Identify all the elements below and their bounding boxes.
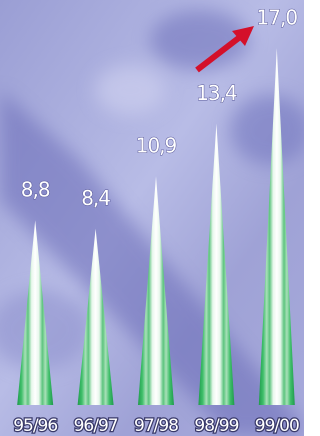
value-label: 8,8 bbox=[21, 178, 50, 202]
value-label: 13,4 bbox=[196, 81, 237, 105]
x-tick-label: 99/00 bbox=[255, 416, 299, 436]
value-label: 8,4 bbox=[81, 186, 110, 210]
chart: 8,8 95/96 8,4 96/97 10,9 97/98 13,4 98/99 17,0 99… bbox=[0, 0, 304, 436]
value-label: 10,9 bbox=[136, 134, 177, 158]
x-tick-label: 96/97 bbox=[74, 416, 118, 436]
x-tick-label: 97/98 bbox=[134, 416, 178, 436]
x-tick-label: 98/99 bbox=[194, 416, 238, 436]
value-label: 17,0 bbox=[257, 6, 298, 30]
x-tick-label: 95/96 bbox=[13, 416, 57, 436]
